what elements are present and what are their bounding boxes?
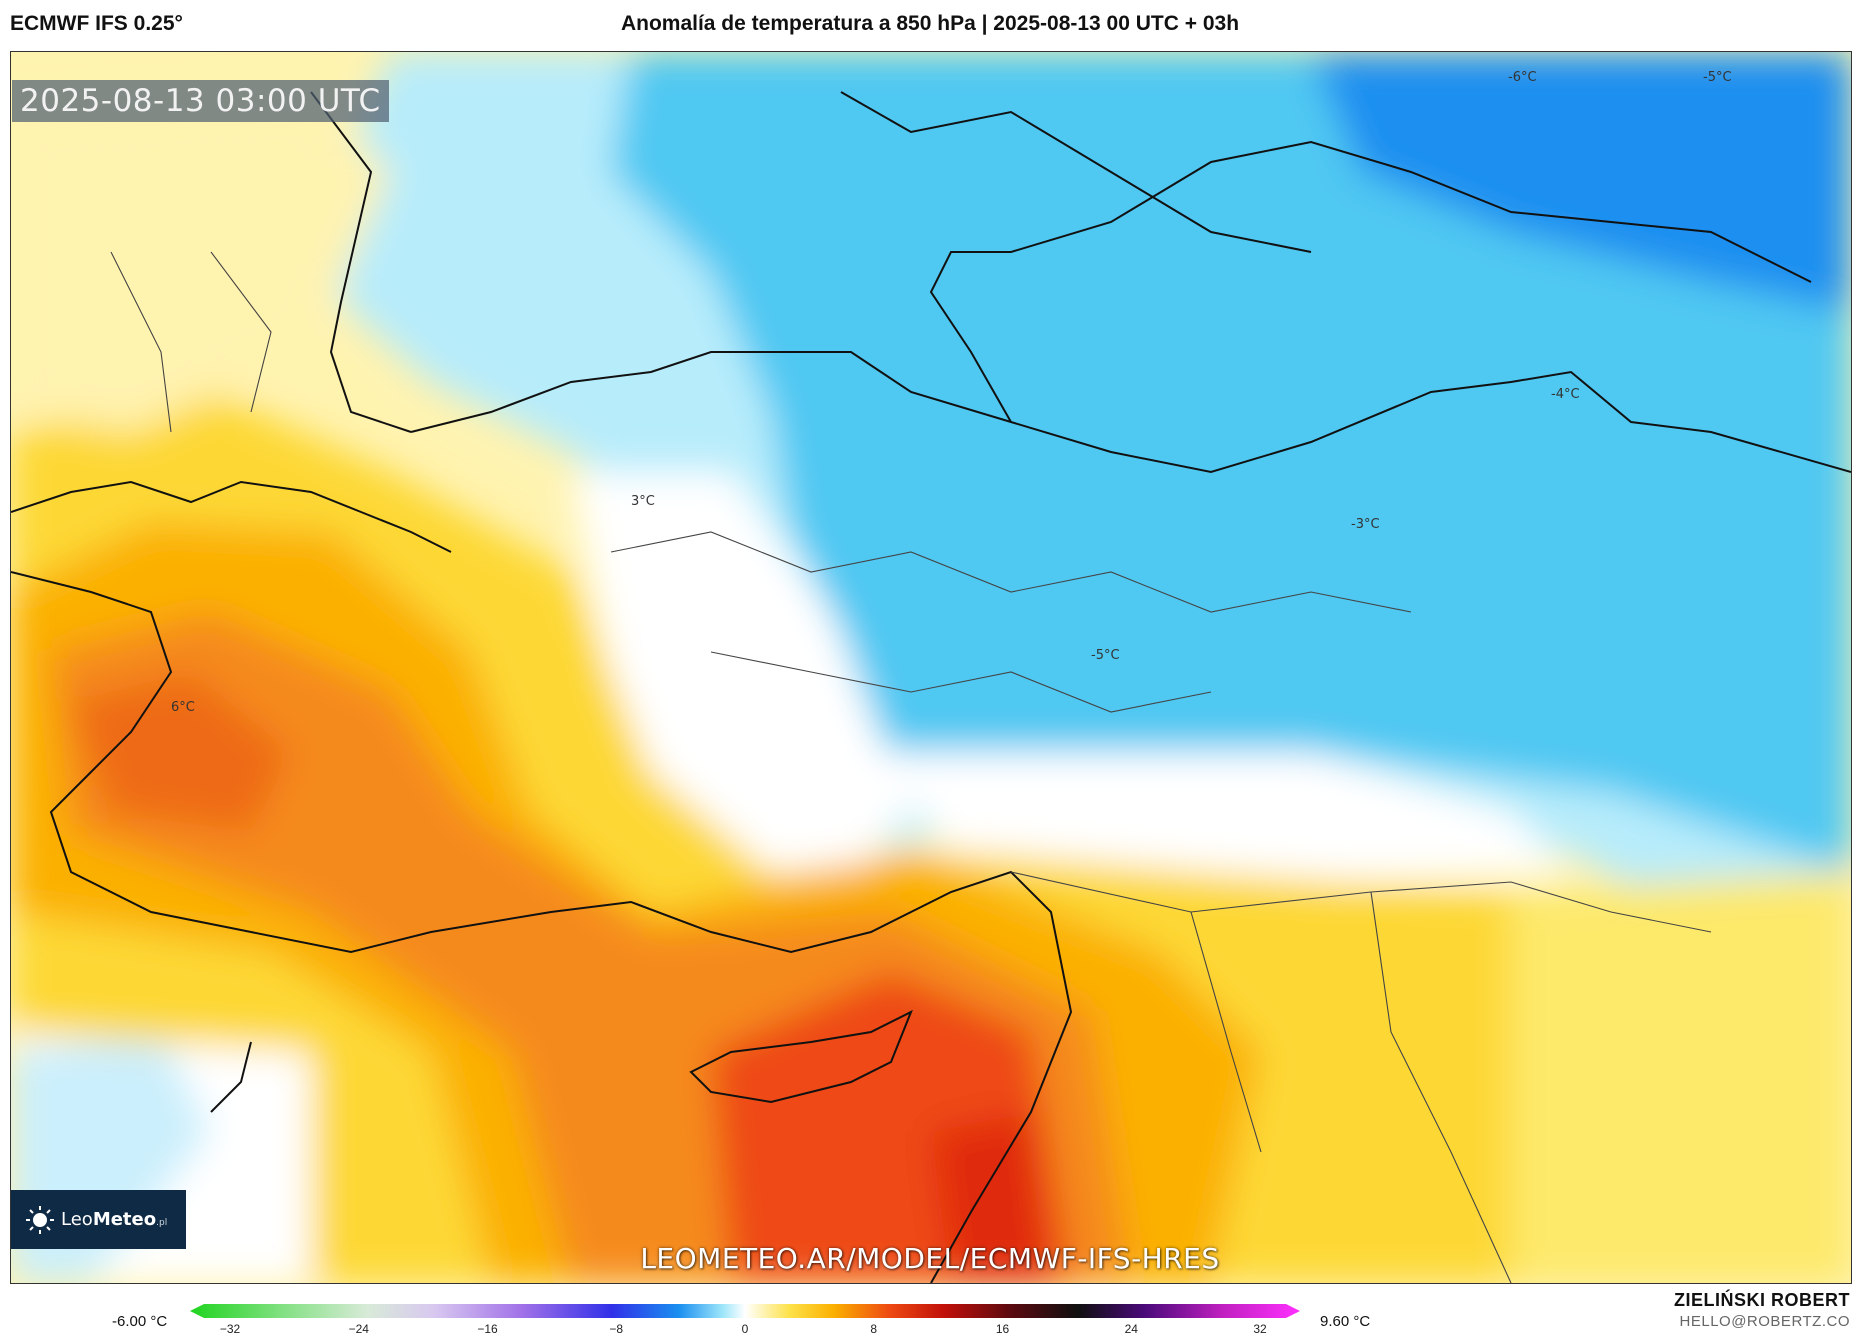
contour-label: -5°C (1091, 648, 1120, 663)
colorbar (190, 1304, 1300, 1318)
valid-time-badge: 2025-08-13 03:00 UTC (12, 80, 389, 122)
logo-wordmark: LeoMeteo.pl (61, 1209, 168, 1230)
colorbar-ticks: −32 −24 −16 −8 0 8 16 24 32 (190, 1322, 1300, 1338)
colorbar-tick: 24 (1124, 1322, 1138, 1336)
admin-borders (110, 251, 1712, 1283)
colorbar-tick: −16 (477, 1322, 498, 1336)
author-credit: ZIELIŃSKI ROBERT (1673, 1290, 1850, 1310)
colorbar-tick: 8 (870, 1322, 878, 1336)
contour-label: -4°C (1551, 387, 1580, 402)
contour-label: 6°C (171, 700, 195, 715)
colorbar-tick: 16 (995, 1322, 1010, 1336)
colorbar-tick: −8 (609, 1322, 624, 1336)
map-title: Anomalía de temperatura a 850 hPa | 2025… (620, 12, 1240, 35)
coastlines (11, 91, 1851, 1283)
contour-label: -6°C (1508, 70, 1537, 85)
colorbar-max-label: 9.60 °C (1320, 1313, 1371, 1330)
author-email[interactable]: HELLO@ROBERTZ.CO (1679, 1313, 1850, 1330)
model-label: ECMWF IFS 0.25° (10, 12, 183, 35)
map-area[interactable]: -6°C -5°C -4°C 3°C -3°C -5°C 6°C (10, 51, 1852, 1284)
colorbar-tick: −32 (219, 1322, 241, 1336)
colorbar-min-label: -6.00 °C (112, 1313, 168, 1330)
colorbar-tick: −24 (348, 1322, 369, 1336)
leometeo-logo[interactable]: LeoMeteo.pl (11, 1190, 186, 1249)
contour-label: -5°C (1703, 70, 1732, 85)
colorbar-tick: 0 (741, 1322, 749, 1336)
colorbar-tick: 32 (1253, 1322, 1267, 1336)
source-url[interactable]: LEOMETEO.AR/MODEL/ECMWF-IFS-HRES (640, 1242, 1220, 1275)
sun-icon (26, 1205, 54, 1234)
contour-label: -3°C (1351, 517, 1380, 532)
temperature-anomaly-map (11, 52, 1851, 1283)
contour-label: 3°C (631, 494, 655, 509)
